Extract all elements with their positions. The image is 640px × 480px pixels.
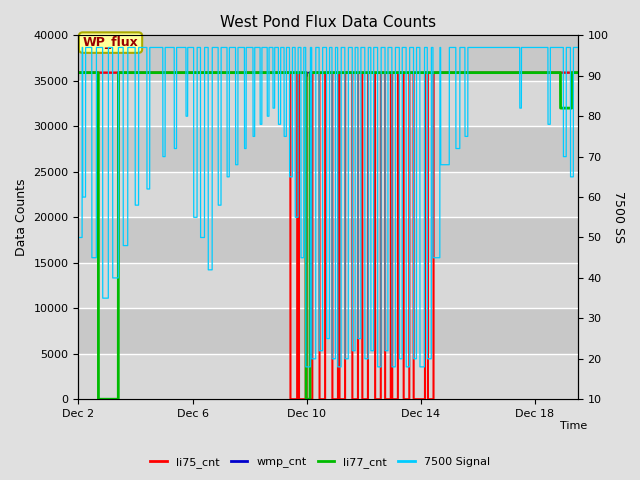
Bar (79, 217, 578, 263)
Y-axis label: Data Counts: Data Counts (15, 179, 28, 256)
Legend: li75_cnt, wmp_cnt, li77_cnt, 7500 Signal: li75_cnt, wmp_cnt, li77_cnt, 7500 Signal (146, 452, 494, 472)
Y-axis label: 7500 SS: 7500 SS (612, 191, 625, 243)
Bar (79, 354, 578, 399)
Bar (79, 126, 578, 172)
Title: West Pond Flux Data Counts: West Pond Flux Data Counts (220, 15, 436, 30)
Text: WP_flux: WP_flux (83, 36, 138, 49)
Bar (79, 81, 578, 126)
Bar (79, 36, 578, 81)
Bar (79, 263, 578, 308)
X-axis label: Time: Time (561, 421, 588, 431)
Bar (79, 172, 578, 217)
Bar (79, 308, 578, 354)
